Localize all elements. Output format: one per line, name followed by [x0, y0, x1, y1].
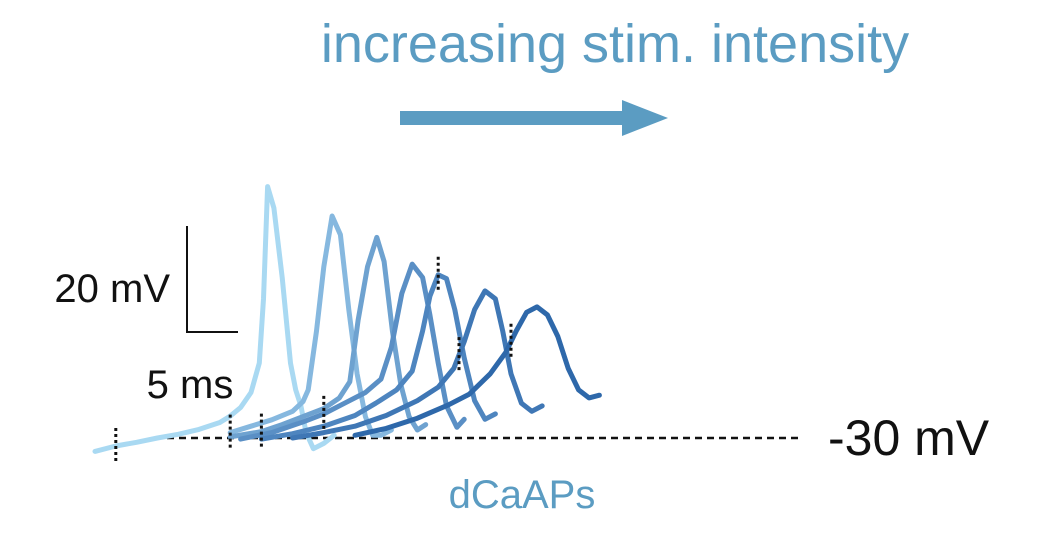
scale-bar: 20 mV 5 ms [54, 226, 238, 407]
stim-marker-group [114, 256, 513, 464]
trace-line-6 [290, 288, 545, 441]
baseline-label: -30 mV [828, 410, 990, 466]
chart-title: increasing stim. intensity [321, 14, 909, 74]
stim-direction-arrow [400, 100, 668, 136]
scale-bar-time-label: 5 ms [147, 363, 234, 407]
trace-label: dCaAPs [449, 473, 596, 517]
trace-group [92, 184, 602, 454]
trace-line-5 [258, 272, 498, 442]
trace-line-3 [227, 234, 429, 440]
trace-line-2 [227, 213, 394, 438]
scale-bar-voltage-label: 20 mV [54, 267, 170, 311]
trace-line-1 [92, 184, 337, 454]
trace-line-7 [352, 304, 602, 438]
